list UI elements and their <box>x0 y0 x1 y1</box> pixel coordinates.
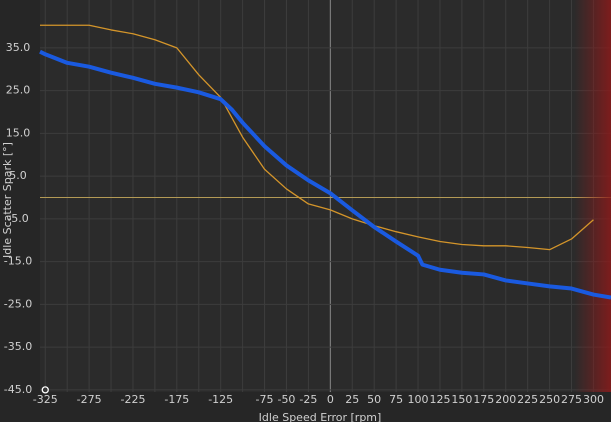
x-tick-label: -175 <box>164 393 189 406</box>
x-axis-label: Idle Speed Error [rpm] <box>259 411 382 422</box>
plot-background <box>40 0 611 392</box>
y-tick-label: -35.0 <box>4 340 32 353</box>
cursor-marker <box>41 386 49 394</box>
x-tick-label: 250 <box>539 393 560 406</box>
x-tick-label: 225 <box>517 393 538 406</box>
y-tick-label: 35.0 <box>6 41 31 54</box>
y-tick-label: -15.0 <box>4 255 32 268</box>
x-tick-label: -50 <box>277 393 295 406</box>
x-tick-label: 50 <box>367 393 381 406</box>
y-tick-label: -45.0 <box>4 383 32 396</box>
x-tick-label: 150 <box>451 393 472 406</box>
x-tick-label: 125 <box>429 393 450 406</box>
x-tick-label: -25 <box>299 393 317 406</box>
x-tick-label: -325 <box>33 393 58 406</box>
x-tick-label: 275 <box>561 393 582 406</box>
y-tick-label: 15.0 <box>6 126 31 139</box>
limit-region <box>574 0 611 392</box>
series-line <box>39 49 611 300</box>
x-tick-label: -75 <box>256 393 274 406</box>
x-tick-label: 25 <box>345 393 359 406</box>
plot <box>39 0 611 394</box>
x-tick-label: 300 <box>583 393 604 406</box>
x-tick-label: 200 <box>495 393 516 406</box>
x-tick-label: 0 <box>327 393 334 406</box>
x-tick-label: -125 <box>208 393 233 406</box>
y-axis-label: Idle Scatter Spark [°] <box>1 142 14 258</box>
x-tick-label: 100 <box>408 393 429 406</box>
series-line <box>40 24 594 251</box>
y-tick-label: -5.0 <box>7 212 28 225</box>
y-tick-label: 5.0 <box>9 169 27 182</box>
grid: -325 -275 -225 -175 -125 -75 -50 -25 0 25 50 75 100 1… <box>4 0 611 406</box>
x-tick-label: 175 <box>473 393 494 406</box>
y-tick-label: 25.0 <box>6 84 31 97</box>
y-tick-label: -25.0 <box>4 297 32 310</box>
x-tick-label: 75 <box>389 393 403 406</box>
x-tick-label: -275 <box>77 393 102 406</box>
x-tick-label: -225 <box>120 393 145 406</box>
